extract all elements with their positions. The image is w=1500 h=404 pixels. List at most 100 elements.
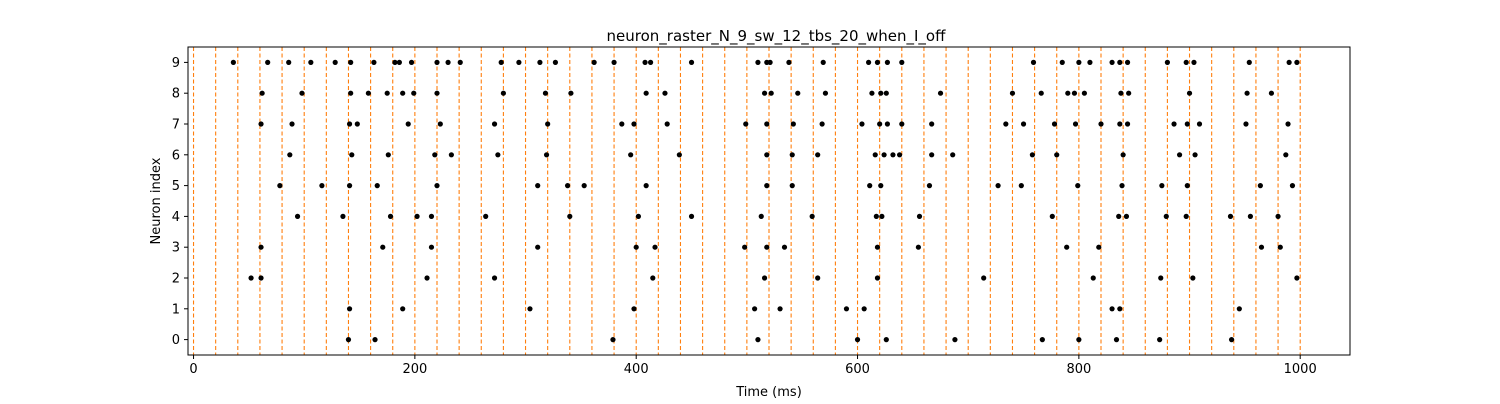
spike-point <box>1030 59 1037 65</box>
spike-point <box>428 213 435 219</box>
spike-point <box>277 183 283 189</box>
spike-point <box>874 275 881 281</box>
spike-point <box>1109 59 1115 65</box>
spike-point <box>764 183 770 189</box>
spike-point <box>432 152 438 158</box>
spike-point <box>230 59 236 65</box>
spike-point <box>764 244 770 250</box>
spike-point <box>688 213 695 219</box>
spike-point <box>809 213 815 219</box>
spike-point <box>1075 183 1081 189</box>
spike-point <box>411 90 417 96</box>
spike-point <box>1123 213 1130 219</box>
spike-point <box>1124 59 1131 65</box>
spike-point <box>1054 152 1060 158</box>
spike-point <box>568 90 574 96</box>
x-axis-ticks: 0 200 400 600 800 1000 <box>189 355 1317 377</box>
spike-point <box>1196 121 1203 127</box>
spike-point <box>628 152 634 158</box>
spike-point <box>1164 59 1170 65</box>
spike-point <box>1059 59 1065 65</box>
spike-point <box>400 90 406 96</box>
x-tick-label: 400 <box>624 362 649 377</box>
spike-point <box>761 275 768 281</box>
spike-point <box>635 213 642 219</box>
spike-point <box>354 121 360 127</box>
spike-point <box>867 183 873 189</box>
spike-point <box>755 59 761 65</box>
y-tick-label: 6 <box>172 148 180 163</box>
y-tick-label: 4 <box>172 210 180 225</box>
spike-point <box>884 121 891 127</box>
spike-point <box>491 275 498 281</box>
spike-point <box>1184 183 1190 189</box>
spike-point <box>1126 90 1132 96</box>
spike-point <box>1072 121 1079 127</box>
spike-point <box>664 121 670 127</box>
spike-point <box>820 59 826 65</box>
spike-point <box>385 152 391 158</box>
spike-point <box>408 59 415 65</box>
spike-point <box>861 306 867 312</box>
spike-point <box>1076 337 1082 343</box>
spike-point <box>631 306 637 312</box>
spike-point <box>380 244 386 250</box>
spike-point <box>878 90 884 96</box>
spike-point <box>1020 121 1027 127</box>
spike-point <box>258 244 264 250</box>
spike-point <box>1109 306 1115 312</box>
spike-point <box>1087 59 1093 65</box>
spike-point <box>610 337 616 343</box>
spike-point <box>294 213 301 219</box>
spike-point <box>345 337 352 343</box>
spike-point <box>349 152 355 158</box>
spike-point <box>371 59 377 65</box>
spike-point <box>384 90 390 96</box>
spike-point <box>878 183 884 189</box>
spike-point <box>500 90 506 96</box>
spike-point <box>937 90 944 96</box>
spike-point <box>822 90 829 96</box>
spike-point <box>299 90 305 96</box>
spike-point <box>952 337 958 343</box>
spike-point <box>1065 90 1071 96</box>
spike-point <box>346 306 353 312</box>
spike-point <box>866 59 872 65</box>
spike-point <box>258 121 264 127</box>
spike-point <box>767 59 773 65</box>
spike-point <box>424 275 430 281</box>
spike-point <box>374 183 380 189</box>
spike-point <box>348 59 354 65</box>
spike-point <box>843 306 850 312</box>
spike-point <box>1247 213 1253 219</box>
y-tick-label: 0 <box>172 333 180 348</box>
spike-point <box>259 90 265 96</box>
spike-point <box>915 244 922 250</box>
spike-point <box>1157 337 1163 343</box>
spike-point <box>819 121 825 127</box>
spike-point <box>365 90 371 96</box>
spike-point <box>1227 213 1234 219</box>
spike-point <box>1113 337 1120 343</box>
spike-point <box>542 90 549 96</box>
spike-point <box>1183 59 1189 65</box>
spike-point <box>1064 244 1070 250</box>
spike-point <box>1009 90 1016 96</box>
spike-point <box>877 121 883 127</box>
spike-point <box>916 213 923 219</box>
spike-point <box>428 244 435 250</box>
spike-point <box>758 213 764 219</box>
spike-point <box>869 90 875 96</box>
y-tick-label: 3 <box>172 241 180 256</box>
spike-point <box>1071 90 1078 96</box>
y-tick-label: 9 <box>172 56 180 71</box>
spike-point <box>1171 121 1177 127</box>
spike-point <box>1275 213 1281 219</box>
spike-point <box>1003 121 1009 127</box>
spike-point <box>611 59 617 65</box>
spike-point <box>1186 90 1193 96</box>
spike-point <box>879 213 885 219</box>
spike-point <box>854 337 861 343</box>
y-tick-label: 2 <box>172 272 180 287</box>
